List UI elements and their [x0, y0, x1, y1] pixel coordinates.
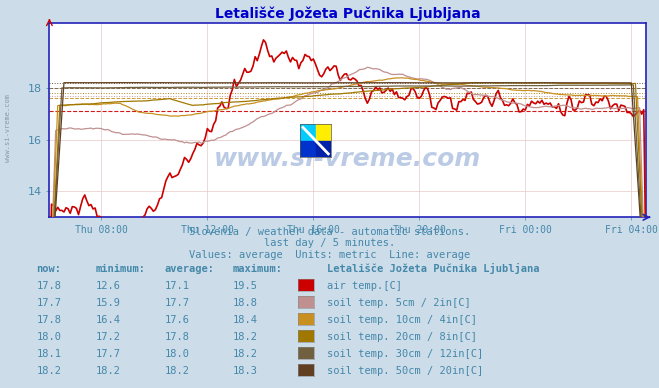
Text: now:: now:: [36, 263, 61, 274]
Text: Values: average  Units: metric  Line: average: Values: average Units: metric Line: aver…: [189, 250, 470, 260]
Text: 19.5: 19.5: [233, 281, 258, 291]
Text: soil temp. 30cm / 12in[C]: soil temp. 30cm / 12in[C]: [327, 349, 483, 359]
Text: Letališče Jožeta Pučnika Ljubljana: Letališče Jožeta Pučnika Ljubljana: [327, 263, 539, 274]
Text: 15.9: 15.9: [96, 298, 121, 308]
Text: 18.2: 18.2: [233, 332, 258, 342]
Text: 16.4: 16.4: [96, 315, 121, 325]
Text: 18.1: 18.1: [36, 349, 61, 359]
Text: soil temp. 20cm / 8in[C]: soil temp. 20cm / 8in[C]: [327, 332, 477, 342]
Text: air temp.[C]: air temp.[C]: [327, 281, 402, 291]
Text: Slovenia / weather data - automatic stations.: Slovenia / weather data - automatic stat…: [189, 227, 470, 237]
Title: Letališče Jožeta Pučnika Ljubljana: Letališče Jožeta Pučnika Ljubljana: [215, 6, 480, 21]
Text: maximum:: maximum:: [233, 263, 283, 274]
Text: 18.2: 18.2: [165, 366, 190, 376]
Text: 17.6: 17.6: [165, 315, 190, 325]
Text: 12.6: 12.6: [96, 281, 121, 291]
Text: 17.7: 17.7: [96, 349, 121, 359]
Text: www.si-vreme.com: www.si-vreme.com: [214, 147, 481, 171]
Text: 17.8: 17.8: [165, 332, 190, 342]
Text: 17.8: 17.8: [36, 281, 61, 291]
Text: 18.0: 18.0: [36, 332, 61, 342]
Text: last day / 5 minutes.: last day / 5 minutes.: [264, 238, 395, 248]
Text: 17.2: 17.2: [96, 332, 121, 342]
Text: soil temp. 10cm / 4in[C]: soil temp. 10cm / 4in[C]: [327, 315, 477, 325]
Text: average:: average:: [165, 263, 215, 274]
Text: 17.7: 17.7: [36, 298, 61, 308]
Text: 17.7: 17.7: [165, 298, 190, 308]
Text: 18.2: 18.2: [233, 349, 258, 359]
Text: 17.8: 17.8: [36, 315, 61, 325]
Text: soil temp. 50cm / 20in[C]: soil temp. 50cm / 20in[C]: [327, 366, 483, 376]
Text: 18.2: 18.2: [96, 366, 121, 376]
Text: soil temp. 5cm / 2in[C]: soil temp. 5cm / 2in[C]: [327, 298, 471, 308]
Text: 17.1: 17.1: [165, 281, 190, 291]
Text: 18.4: 18.4: [233, 315, 258, 325]
Text: 18.0: 18.0: [165, 349, 190, 359]
Text: minimum:: minimum:: [96, 263, 146, 274]
Text: 18.2: 18.2: [36, 366, 61, 376]
Text: 18.8: 18.8: [233, 298, 258, 308]
Text: www.si-vreme.com: www.si-vreme.com: [5, 94, 11, 162]
Text: 18.3: 18.3: [233, 366, 258, 376]
